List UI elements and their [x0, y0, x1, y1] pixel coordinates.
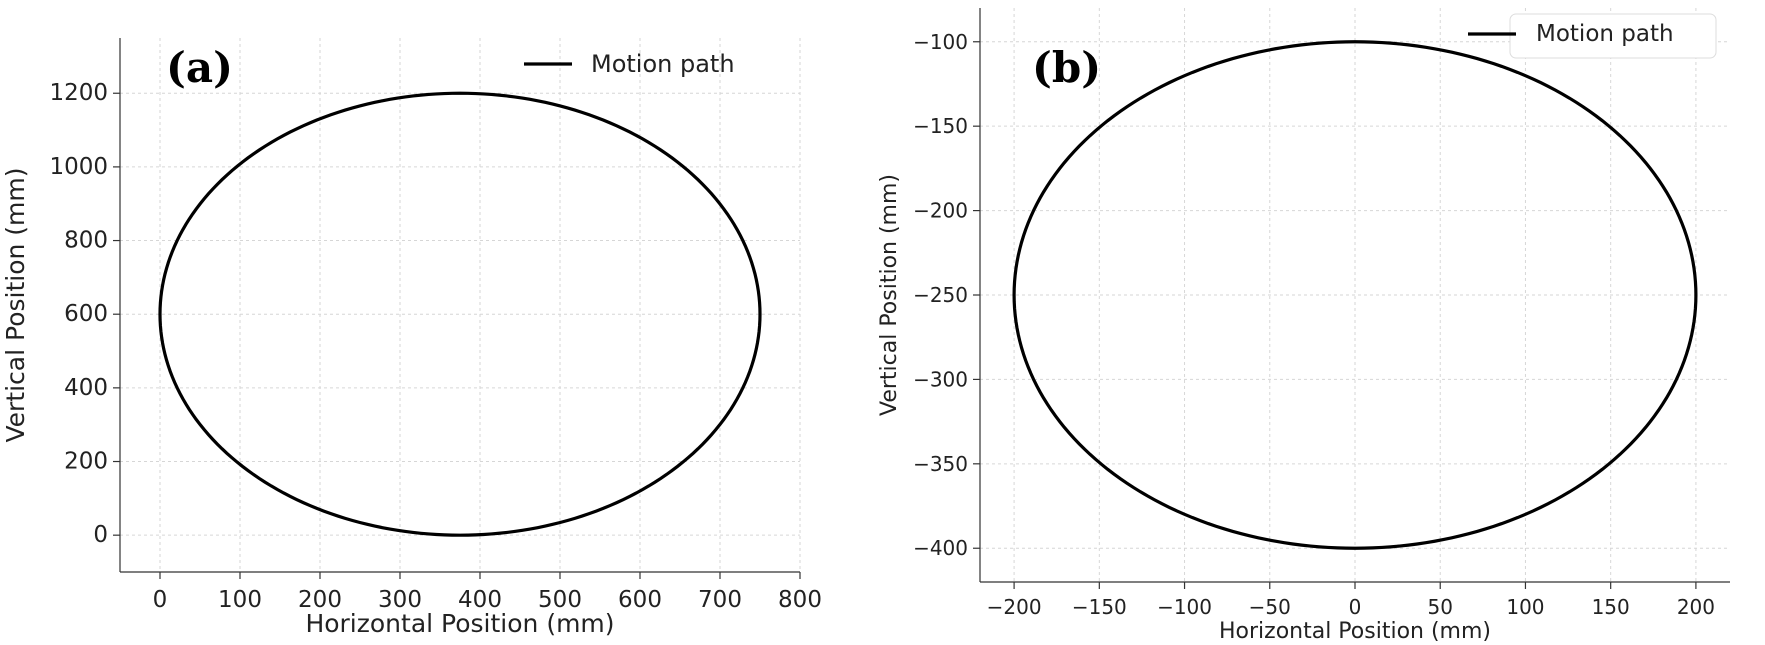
legend: Motion path — [1468, 13, 1717, 59]
y-tick-label: −250 — [913, 283, 968, 307]
x-tick-label: −50 — [1249, 595, 1291, 619]
x-tick-label: 600 — [618, 587, 662, 613]
y-tick-label: −100 — [913, 30, 968, 54]
x-tick-label: 50 — [1428, 595, 1453, 619]
x-tick-label: 150 — [1592, 595, 1630, 619]
x-tick-label: 100 — [218, 587, 262, 613]
y-axis-label: Vertical Position (mm) — [877, 174, 902, 416]
y-tick-label: −400 — [913, 536, 968, 560]
legend: Motion path — [524, 50, 735, 78]
y-axis-label: Vertical Position (mm) — [1, 167, 30, 442]
x-tick-label: −200 — [987, 595, 1042, 619]
x-axis-label: Horizontal Position (mm) — [305, 609, 614, 638]
x-tick-label: 400 — [458, 587, 502, 613]
x-tick-label: 0 — [153, 587, 168, 613]
y-tick-label: 1200 — [49, 80, 108, 106]
panel-label: (a) — [166, 43, 233, 92]
x-tick-label: 0 — [1349, 595, 1362, 619]
y-tick-label: −350 — [913, 452, 968, 476]
x-tick-label: 200 — [298, 587, 342, 613]
y-tick-label: −200 — [913, 199, 968, 223]
y-tick-label: 200 — [64, 449, 108, 475]
y-tick-label: −300 — [913, 367, 968, 391]
y-tick-label: 600 — [64, 301, 108, 327]
x-axis-label: Horizontal Position (mm) — [1219, 619, 1491, 644]
y-tick-label: 1000 — [49, 154, 108, 180]
x-tick-label: −100 — [1157, 595, 1212, 619]
panel-label: (b) — [1032, 43, 1101, 92]
x-tick-label: 500 — [538, 587, 582, 613]
legend-frame — [1509, 13, 1717, 59]
x-tick-label: 200 — [1677, 595, 1715, 619]
x-tick-label: 100 — [1506, 595, 1544, 619]
chart-panel-b: −200 −150 −100 −50 0 50 100 150 200 −400 −350 −300 −… — [877, 8, 1730, 644]
x-tick-label: 300 — [378, 587, 422, 613]
y-tick-label: −150 — [913, 114, 968, 138]
y-tick-label: 0 — [93, 522, 108, 548]
legend-label: Motion path — [591, 50, 735, 78]
legend-label: Motion path — [1536, 21, 1674, 47]
chart-panel-a: 0 100 200 300 400 500 600 700 800 0 200 400 600 800 10… — [1, 38, 822, 638]
motion-path-line — [158, 91, 762, 537]
x-tick-label: −150 — [1072, 595, 1127, 619]
y-tick-label: 400 — [64, 375, 108, 401]
x-tick-label: 800 — [778, 587, 822, 613]
motion-path-line — [1012, 40, 1698, 550]
x-tick-label: 700 — [698, 587, 742, 613]
y-tick-label: 800 — [64, 228, 108, 254]
